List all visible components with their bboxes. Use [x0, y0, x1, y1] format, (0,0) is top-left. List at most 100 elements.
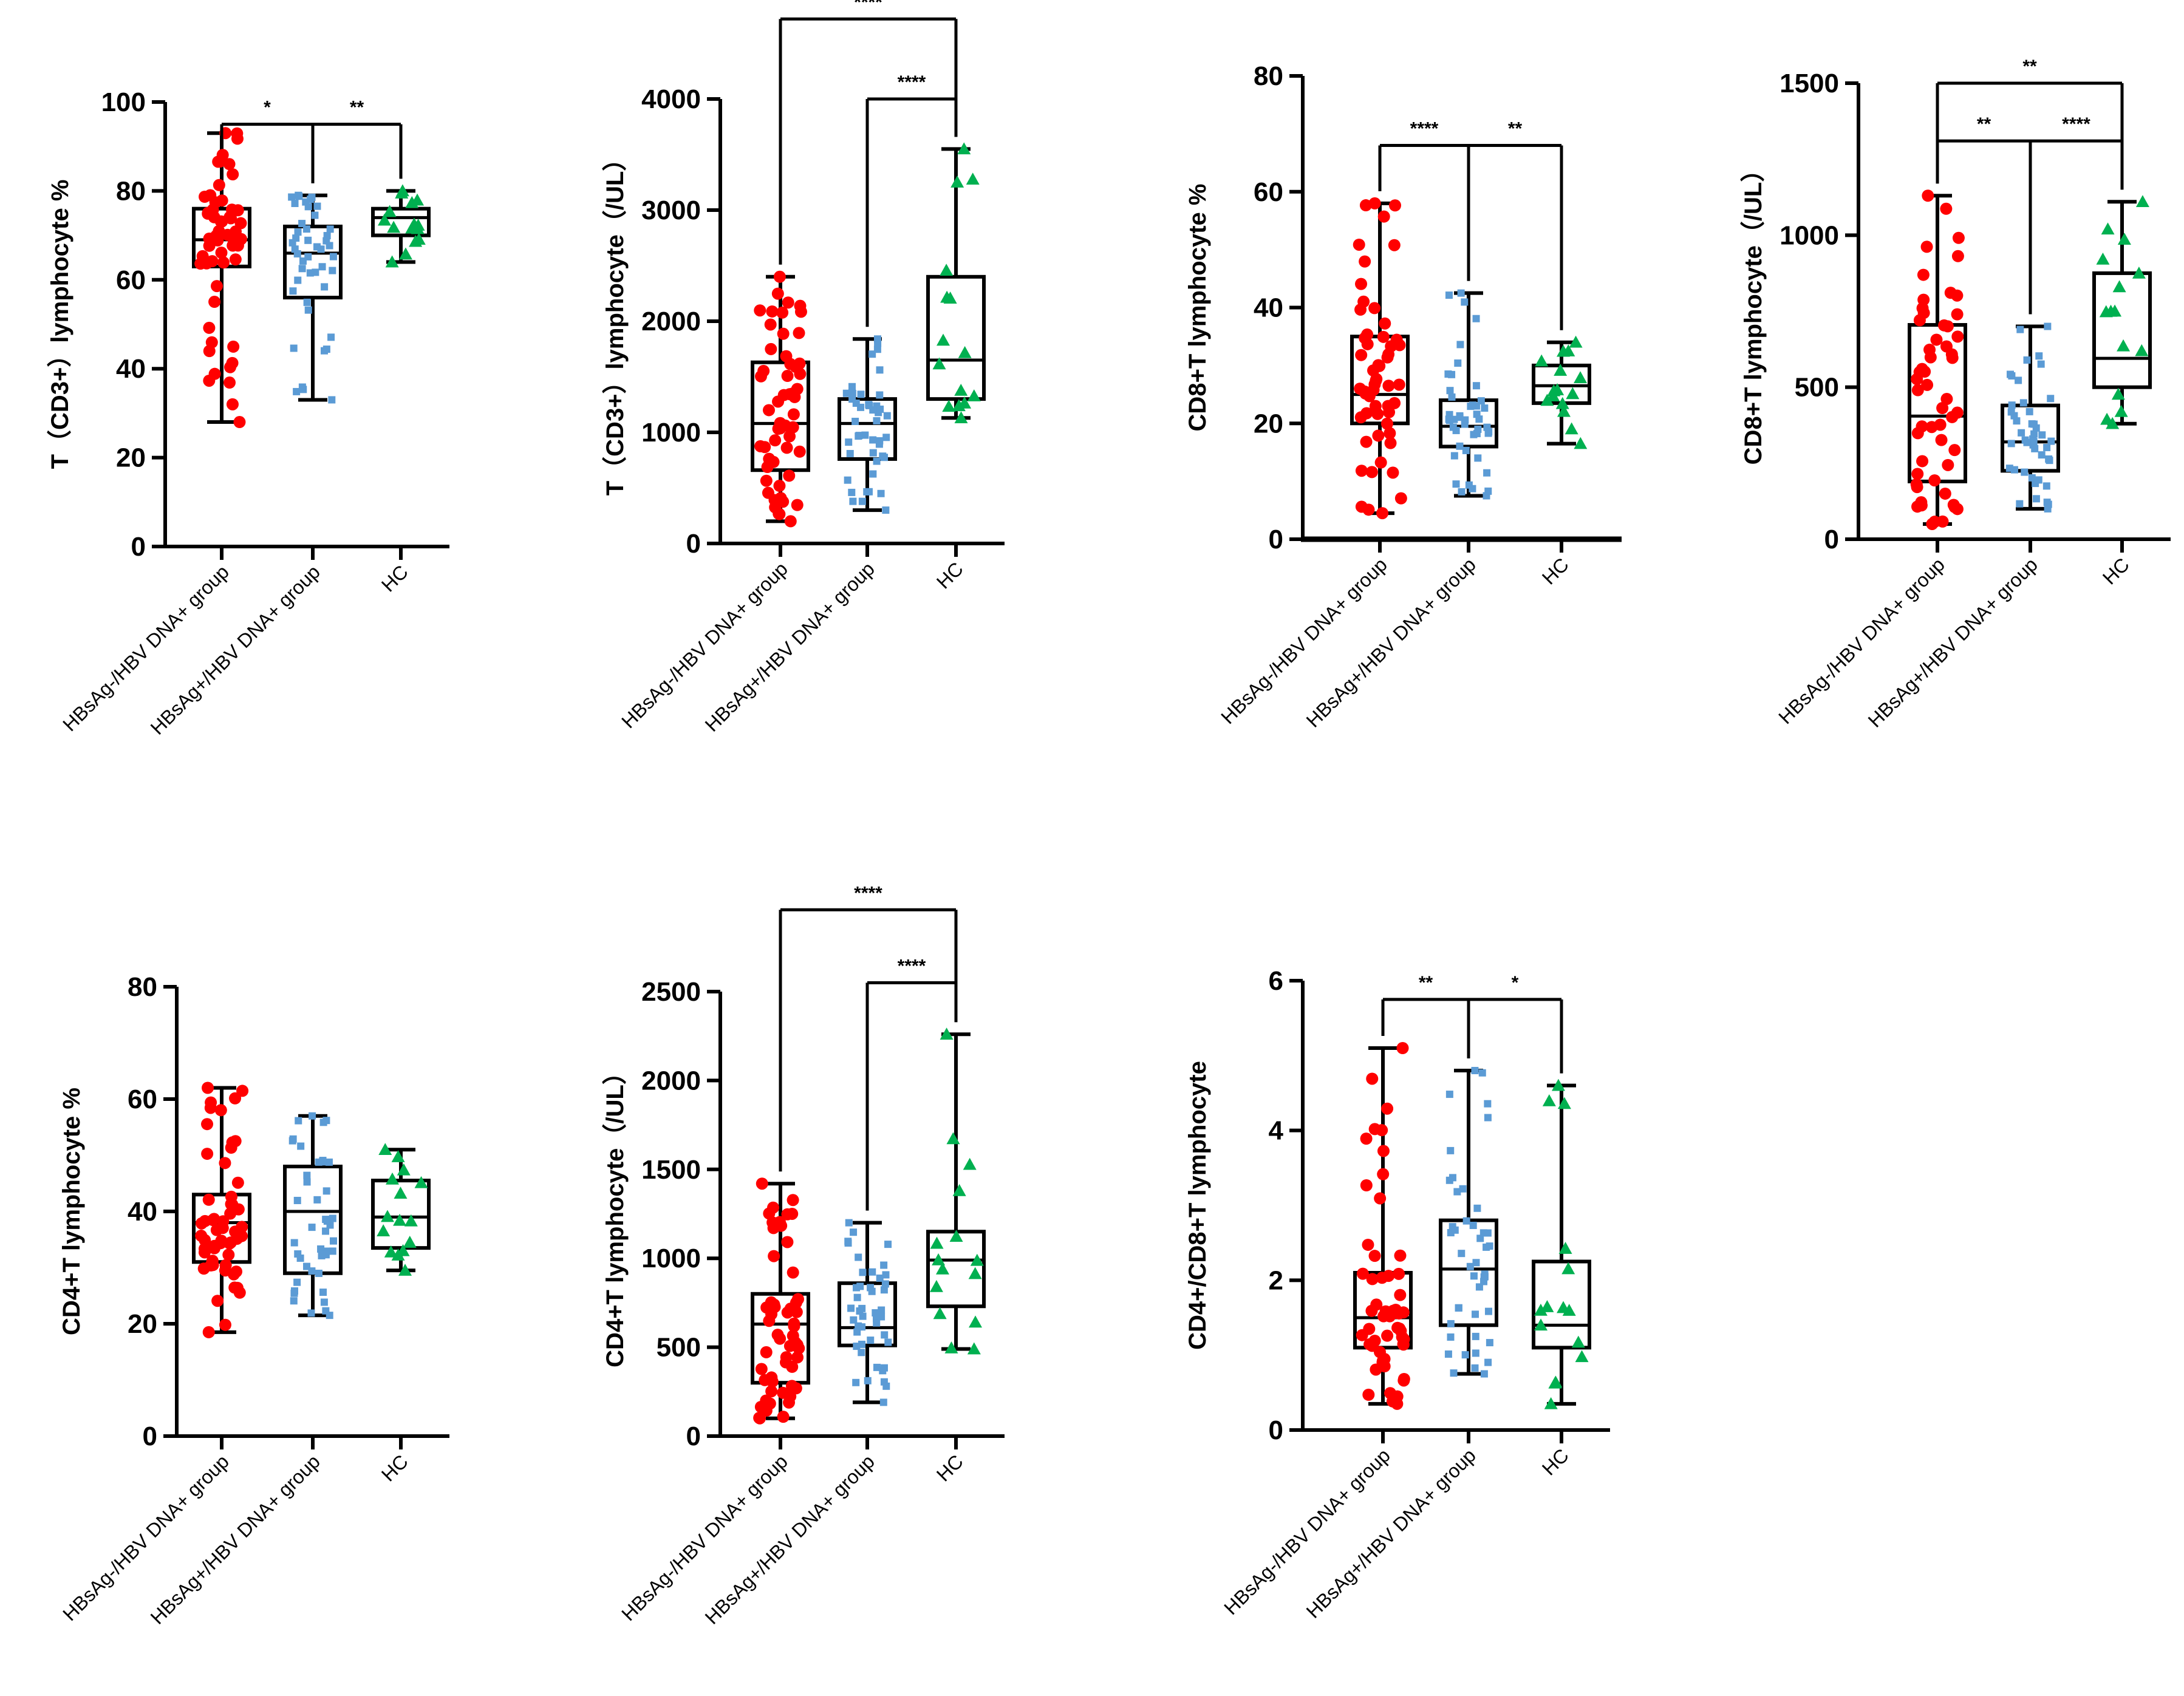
data-point [2023, 438, 2031, 446]
data-point [205, 336, 218, 349]
data-point [786, 1207, 799, 1220]
box-2 [371, 1143, 431, 1276]
box-0 [192, 127, 251, 429]
data-point [202, 1326, 215, 1338]
data-point [295, 1117, 302, 1125]
data-point [2101, 222, 2115, 235]
data-point [957, 142, 971, 155]
data-point [1917, 268, 1930, 281]
data-point [315, 1158, 322, 1166]
data-point [868, 1268, 876, 1276]
data-point [1367, 364, 1380, 377]
data-point [1544, 1397, 1558, 1409]
data-point [2044, 322, 2052, 330]
y-tick-label: 1500 [641, 1155, 701, 1185]
data-point [1353, 238, 1365, 251]
data-point [219, 1318, 231, 1331]
data-point [383, 205, 397, 217]
data-point [768, 1301, 781, 1313]
data-point [853, 1293, 861, 1301]
data-point [380, 1210, 394, 1222]
data-point [1935, 434, 1948, 446]
data-point [884, 1241, 892, 1248]
data-point [791, 499, 804, 511]
data-point [754, 370, 767, 383]
data-point [1355, 278, 1368, 290]
data-point [231, 127, 244, 140]
data-point [859, 1269, 867, 1276]
data-point [1475, 415, 1483, 423]
data-point [229, 1135, 242, 1148]
data-point [940, 264, 954, 276]
data-point [1456, 341, 1464, 349]
data-point [1472, 315, 1480, 322]
data-point [1948, 444, 1961, 457]
data-point [853, 1284, 861, 1292]
data-point [211, 280, 224, 293]
data-point [231, 1232, 244, 1245]
data-point [405, 196, 419, 208]
data-point [873, 417, 881, 424]
data-point [214, 155, 227, 168]
data-point [1380, 417, 1393, 430]
data-point [930, 1236, 944, 1249]
data-point [2043, 443, 2051, 451]
data-point [411, 219, 425, 231]
data-point [2132, 266, 2146, 279]
data-point [290, 344, 298, 352]
data-point [1368, 1123, 1381, 1136]
data-point [2023, 356, 2031, 364]
data-point [1360, 435, 1373, 448]
data-point [1472, 382, 1480, 390]
data-point [755, 1363, 768, 1375]
data-point [844, 476, 851, 484]
data-point [784, 515, 797, 528]
data-point [315, 1269, 322, 1277]
data-point [322, 1227, 330, 1235]
significance-label: ** [2022, 56, 2037, 77]
data-point [319, 1289, 327, 1296]
data-point [1471, 1067, 1479, 1074]
data-point [1478, 1069, 1486, 1077]
significance-label: **** [854, 883, 882, 903]
data-point [1445, 1091, 1453, 1098]
data-point [874, 339, 882, 347]
data-point [966, 172, 980, 185]
data-point [1453, 1188, 1461, 1196]
data-point [855, 1253, 862, 1261]
data-point [396, 1244, 410, 1256]
y-axis-label: CD8+T lymphocyte（/UL） [1740, 158, 1767, 465]
data-point [929, 1279, 943, 1292]
data-point [1574, 371, 1588, 384]
significance-bracket: **** [779, 0, 958, 265]
data-point [2010, 412, 2018, 420]
data-point [1534, 1303, 1548, 1316]
data-point [1484, 487, 1492, 495]
significance-label: ** [350, 98, 364, 118]
box-iqr [838, 1281, 897, 1347]
y-tick-label: 80 [128, 972, 157, 1002]
data-point [790, 1296, 802, 1309]
data-point [882, 1382, 890, 1390]
data-point [2042, 482, 2050, 490]
data-point [958, 396, 972, 409]
data-point [1946, 352, 1959, 364]
data-point [1382, 348, 1395, 361]
data-point [1558, 1242, 1572, 1254]
data-point [1473, 429, 1481, 437]
data-point [1452, 480, 1460, 488]
y-axis-label: T（CD3+）lymphocyte % [47, 180, 73, 469]
data-point [2030, 438, 2038, 446]
data-point [321, 1250, 329, 1258]
data-point [1915, 496, 1928, 509]
data-point [198, 1246, 211, 1259]
data-point [777, 1411, 790, 1423]
data-point [788, 390, 801, 403]
data-point [319, 1119, 327, 1126]
data-point [1394, 492, 1407, 505]
significance-label: **** [898, 72, 926, 92]
data-point [1474, 454, 1482, 462]
data-point [1372, 429, 1385, 442]
data-point [1379, 317, 1391, 330]
x-category-label: HC [1538, 1444, 1573, 1479]
